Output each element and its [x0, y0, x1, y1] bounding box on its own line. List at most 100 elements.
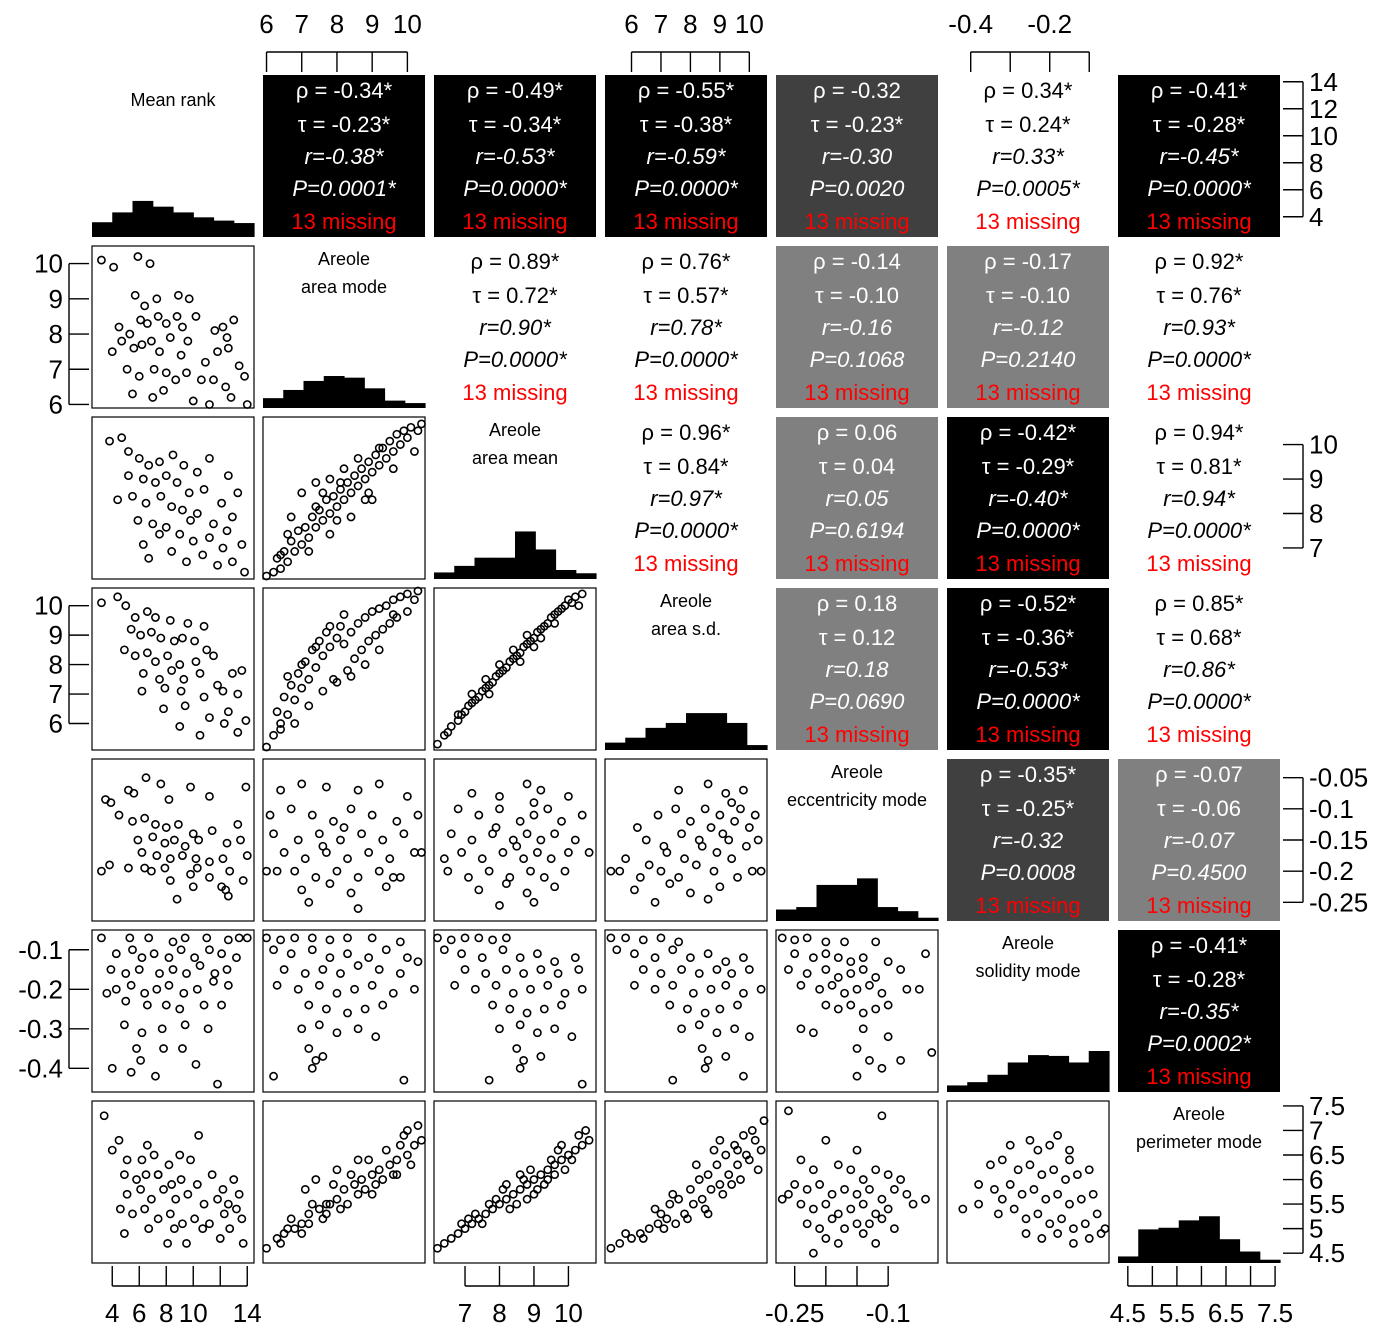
- data-point: [180, 1020, 190, 1030]
- data-point: [584, 848, 594, 857]
- data-point: [122, 1189, 132, 1199]
- data-point: [577, 984, 587, 994]
- data-point: [522, 1008, 532, 1018]
- data-point: [269, 945, 278, 955]
- missing-count-label: 13 missing: [1146, 551, 1251, 576]
- data-point: [553, 969, 563, 978]
- data-point: [152, 294, 162, 304]
- histogram-bar: [645, 727, 667, 750]
- correlation-cell-4-5: ρ = -0.35* τ = -0.25* r=-0.32 P=0.0008 13 mi…: [947, 759, 1109, 921]
- data-point: [311, 1055, 321, 1065]
- histogram-bar: [263, 398, 284, 408]
- data-point: [222, 838, 232, 848]
- data-point: [665, 1199, 675, 1209]
- pearson-r-label: r=-0.16: [822, 315, 893, 340]
- data-point: [433, 739, 442, 749]
- data-point: [896, 1175, 906, 1184]
- data-point: [153, 1170, 163, 1180]
- data-point: [522, 779, 532, 789]
- data-point: [630, 980, 639, 990]
- data-point: [237, 1214, 247, 1224]
- scatter-panel-2-1: [262, 416, 426, 581]
- data-point: [133, 516, 143, 525]
- data-point: [175, 1150, 185, 1160]
- correlation-cell-0-3: ρ = -0.55* τ = -0.38* r=-0.59* P=0.0000* 13 …: [605, 75, 767, 237]
- data-point: [151, 1071, 160, 1081]
- correlation-cell-2-6: ρ = 0.94* τ = 0.81* r=0.94* P=0.0000* 13 mis…: [1118, 417, 1280, 579]
- data-point: [218, 322, 228, 332]
- correlation-cell-0-1: ρ = -0.34* τ = -0.23* r=-0.38* P=0.0001* 13 …: [263, 75, 425, 237]
- tick-label: 6: [624, 9, 638, 39]
- spearman-rho-label: ρ = -0.17: [984, 249, 1072, 274]
- data-point: [279, 965, 289, 974]
- data-point: [833, 973, 843, 982]
- data-point: [128, 491, 137, 501]
- data-point: [357, 829, 367, 839]
- data-point: [621, 854, 631, 864]
- data-point: [329, 491, 338, 501]
- data-point: [990, 1184, 999, 1194]
- tick-label: 9: [365, 9, 379, 39]
- data-point: [715, 882, 725, 892]
- data-point: [304, 674, 314, 684]
- data-point: [205, 533, 214, 543]
- p-value-label: P=0.1068: [810, 347, 906, 372]
- data-point: [374, 866, 384, 876]
- correlation-cell-background: [1118, 417, 1280, 579]
- data-point: [140, 988, 150, 998]
- data-point: [1053, 1130, 1063, 1140]
- correlation-cell-1-4: ρ = -0.14 τ = -0.10 r=-0.16 P=0.1068 13 miss…: [776, 246, 938, 408]
- data-point: [360, 660, 370, 669]
- data-point: [151, 657, 160, 667]
- data-point: [357, 464, 367, 474]
- pearson-r-label: r=-0.53*: [989, 657, 1069, 682]
- correlation-cell-1-2: ρ = 0.89* τ = 0.72* r=0.90* P=0.0000* 13 mis…: [434, 246, 596, 408]
- data-point: [133, 835, 143, 845]
- histogram-bar: [746, 745, 768, 750]
- pearson-r-label: r=-0.12: [993, 315, 1063, 340]
- histogram-bar: [605, 742, 626, 750]
- histogram-bar: [665, 722, 687, 750]
- data-point: [671, 804, 681, 814]
- histogram-bar: [233, 223, 255, 237]
- data-point: [402, 791, 412, 801]
- data-point: [1041, 1194, 1051, 1204]
- data-point: [546, 854, 556, 864]
- data-point: [733, 1145, 742, 1155]
- spearman-rho-label: ρ = -0.52*: [980, 591, 1077, 616]
- data-point: [314, 829, 324, 839]
- data-point: [515, 1170, 525, 1180]
- data-point: [508, 1189, 518, 1199]
- data-point: [97, 255, 106, 265]
- data-point: [137, 953, 147, 963]
- data-point: [557, 1155, 566, 1165]
- tick-label: 4.5: [1110, 1298, 1146, 1328]
- data-point: [217, 949, 226, 959]
- data-point: [846, 1000, 856, 1010]
- data-point: [128, 945, 137, 955]
- data-point: [176, 945, 186, 955]
- data-point: [124, 471, 133, 480]
- data-point: [136, 1055, 145, 1065]
- data-point: [736, 804, 745, 814]
- data-point: [325, 529, 335, 539]
- data-point: [192, 467, 202, 477]
- data-point: [269, 1071, 278, 1081]
- p-value-label: P=0.0008: [981, 860, 1077, 885]
- data-point: [395, 937, 405, 947]
- scatter-panel-3-1: [262, 586, 426, 752]
- data-point: [388, 1170, 398, 1180]
- data-point: [360, 613, 370, 622]
- data-point: [121, 996, 131, 1006]
- scatter-panel-6-4: [775, 1100, 939, 1264]
- data-point: [217, 498, 226, 508]
- data-point: [205, 857, 214, 867]
- data-point: [293, 669, 303, 678]
- data-point: [1037, 1170, 1047, 1180]
- data-point: [515, 1020, 525, 1030]
- p-value-label: P=0.0020: [810, 176, 906, 201]
- data-point: [498, 848, 508, 857]
- data-point: [703, 894, 713, 904]
- data-point: [336, 478, 345, 487]
- correlation-cell-1-3: ρ = 0.76* τ = 0.57* r=0.78* P=0.0000* 13 mis…: [605, 246, 767, 408]
